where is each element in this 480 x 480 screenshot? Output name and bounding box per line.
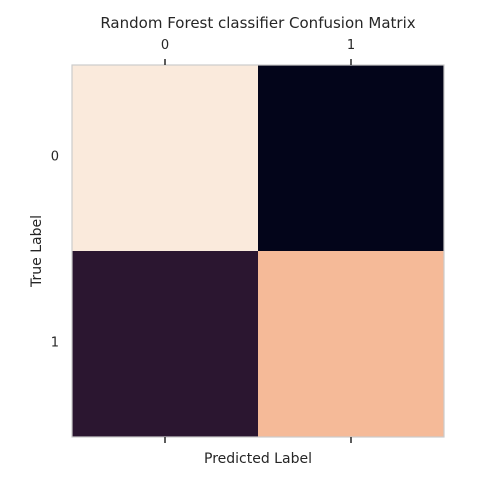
- heatmap-cell-0-0: [72, 65, 259, 252]
- plot-frame: [71, 64, 445, 438]
- heatmap-cells: [72, 65, 445, 438]
- x-axis-label: Predicted Label: [204, 451, 312, 467]
- y-axis-ticks: 01: [51, 150, 59, 351]
- heatmap-cell-0-1: [258, 65, 445, 252]
- y-tick-label-1: 1: [51, 336, 59, 351]
- heatmap-cell-1-1: [258, 251, 445, 438]
- chart-title: Random Forest classifier Confusion Matri…: [100, 14, 415, 32]
- x-tick-label-1: 1: [347, 38, 355, 53]
- y-tick-label-0: 0: [51, 150, 59, 165]
- y-axis-label: True Label: [29, 215, 45, 288]
- x-tick-label-0: 0: [161, 38, 169, 53]
- heatmap-cell-1-0: [72, 251, 259, 438]
